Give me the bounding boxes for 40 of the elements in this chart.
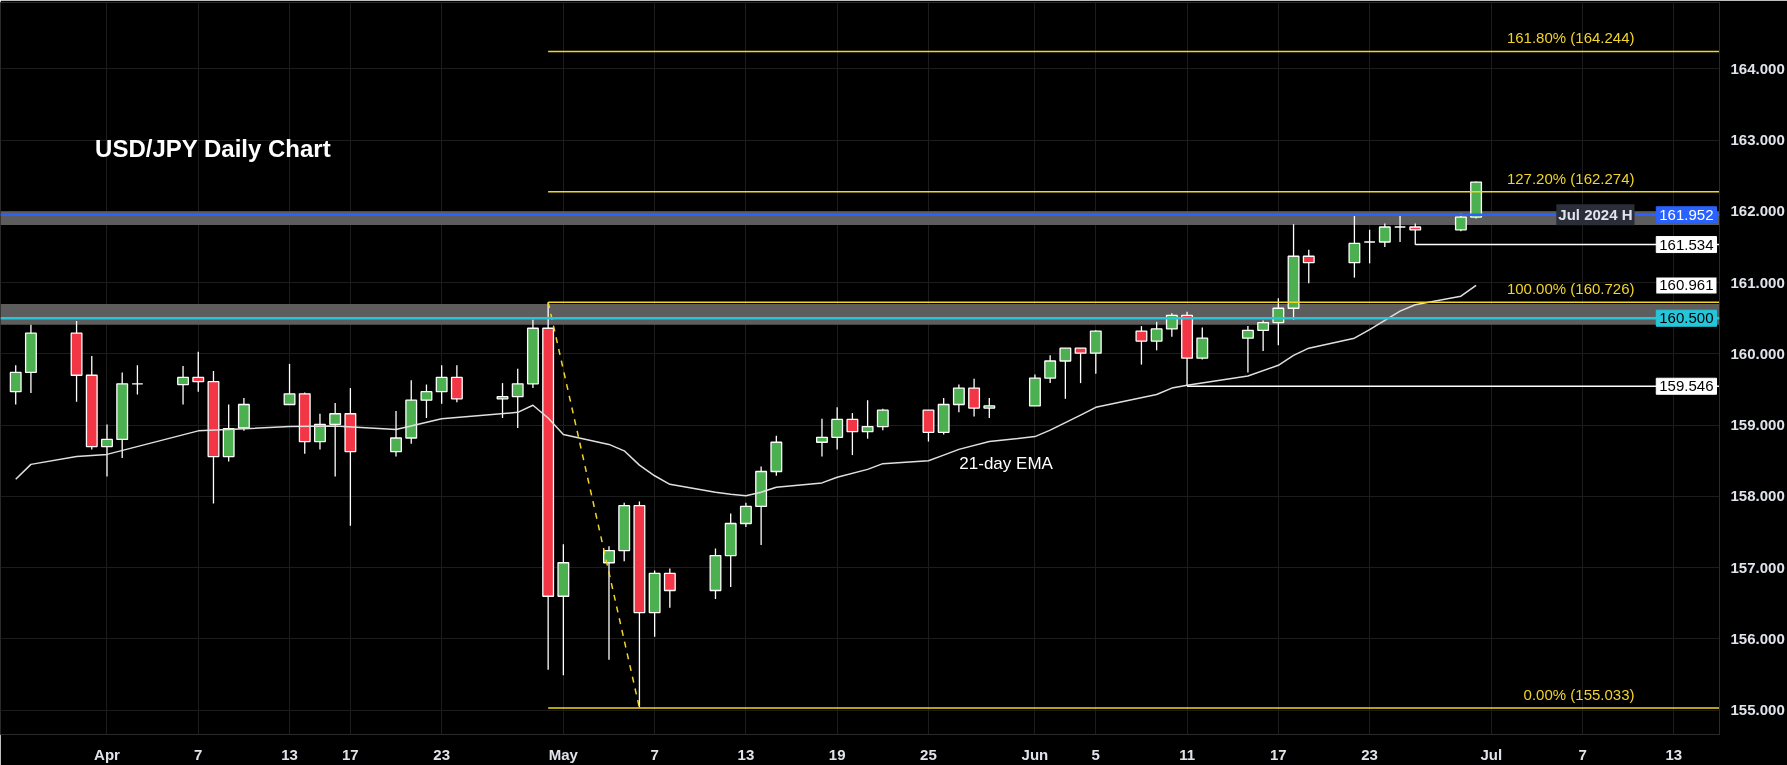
x-tick-label: May [548, 745, 579, 763]
x-tick-label: 7 [194, 745, 203, 763]
series-label: 100.00% (160.726) [1506, 280, 1635, 298]
x-tick-label: 23 [433, 745, 450, 763]
x-tick-label: 7 [650, 745, 659, 763]
series-label: 161.80% (164.244) [1506, 29, 1635, 47]
x-tick-label: 13 [281, 745, 298, 763]
x-tick-label: Apr [94, 745, 121, 763]
x-tick-label: 13 [1665, 745, 1683, 763]
annotation: 160.500 [1659, 309, 1714, 327]
y-tick-label: 160.000 [1730, 344, 1785, 362]
series-label: 127.20% (162.274) [1506, 169, 1635, 187]
data-label: 159.546 [1659, 377, 1714, 395]
y-tick-label: 156.000 [1730, 629, 1785, 647]
y-tick-label: 163.000 [1730, 131, 1785, 149]
text: USD/JPY Daily Chart [95, 135, 331, 163]
x-tick-label: 25 [920, 745, 937, 763]
y-tick-label: 164.000 [1730, 59, 1785, 77]
x-tick-label: 17 [342, 745, 359, 763]
x-tick-label: Jun [1021, 745, 1049, 763]
x-tick-label: Jul [1480, 745, 1503, 763]
y-tick-label: 155.000 [1730, 701, 1785, 719]
data-label: 161.534 [1659, 235, 1714, 253]
annotation: 161.952 [1659, 205, 1714, 223]
x-tick-label: 23 [1361, 745, 1378, 763]
ref-line-label: Jul 2024 H [1558, 206, 1633, 224]
x-tick-label: 5 [1091, 745, 1100, 763]
y-tick-label: 161.000 [1730, 273, 1785, 291]
x-tick-label: 17 [1270, 745, 1287, 763]
y-tick-label: 162.000 [1730, 202, 1785, 220]
series-label: 0.00% (155.033) [1523, 685, 1635, 703]
annotation: 21-day EMA [959, 454, 1054, 474]
x-tick-label: 7 [1578, 745, 1587, 763]
y-tick-label: 158.000 [1730, 487, 1785, 505]
y-tick-label: 159.000 [1730, 416, 1785, 434]
x-tick-label: 13 [737, 745, 755, 763]
annotation: 160.961 [1659, 276, 1714, 294]
y-tick-label: 157.000 [1730, 558, 1785, 576]
x-tick-label: 11 [1179, 745, 1195, 763]
x-tick-label: 19 [828, 745, 846, 763]
